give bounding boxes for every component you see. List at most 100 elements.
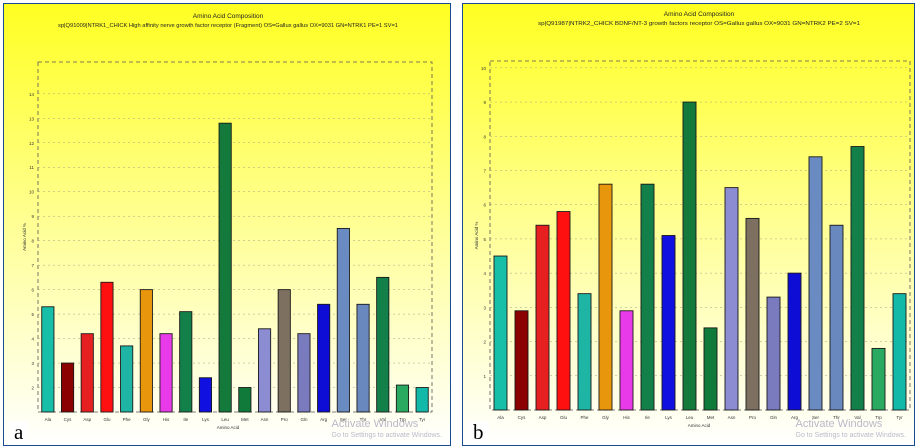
x-tick-label: Pro (749, 415, 757, 420)
bar-asn (257, 328, 272, 413)
watermark-subtitle: Go to Settings to activate Windows. (331, 432, 443, 439)
x-tick-label: Asn (728, 415, 736, 420)
x-tick-label: Tyr (419, 417, 426, 422)
x-axis-label: Amino Acid (217, 425, 240, 430)
bar-ile (640, 183, 655, 411)
x-tick-label: Asp (83, 417, 91, 422)
x-tick-label: Leu (686, 415, 694, 420)
y-tick-label: 2 (483, 340, 486, 345)
watermark-title: Activate Windows (795, 418, 883, 430)
activate-windows-watermark: Activate Windows Go to Settings to activ… (332, 418, 443, 442)
bar-tyr (892, 293, 907, 411)
bar-his (619, 310, 634, 411)
bar-trp (395, 384, 410, 413)
bar-gln (766, 296, 781, 411)
bar-glu (556, 211, 571, 411)
y-tick-label: 12 (29, 141, 35, 146)
x-tick-label: Met (707, 415, 715, 420)
chart-subtitle: sp|Q91987|NTRK2_CHICK BDNF/NT-3 growth f… (538, 21, 860, 27)
bar-ile (179, 311, 193, 413)
bar-gly (139, 289, 153, 413)
bar-met (703, 327, 718, 411)
y-tick-label: 3 (483, 305, 486, 310)
bar-ser (336, 227, 350, 413)
y-tick-label: 4 (31, 337, 34, 342)
bar-leu (218, 122, 232, 413)
y-tick-label: 5 (31, 312, 34, 317)
bar-his (159, 333, 173, 413)
x-tick-label: Phe (123, 417, 132, 422)
x-tick-label: Tyr (896, 415, 903, 420)
y-tick-label: 13 (29, 116, 35, 121)
y-tick-label: 6 (31, 288, 34, 293)
bar-pro (277, 289, 291, 413)
x-tick-label: Asp (539, 415, 547, 420)
y-tick-label: 10 (481, 66, 487, 71)
y-axis-label: Amino Acid % (22, 223, 27, 251)
y-tick-label: 1 (483, 374, 486, 379)
y-tick-label: 11 (29, 165, 34, 170)
x-tick-label: Glu (560, 415, 568, 420)
bar-met (238, 387, 252, 413)
x-tick-label: Ala (45, 417, 52, 422)
x-tick-label: Leu (221, 417, 229, 422)
y-tick-label: 10 (29, 190, 35, 195)
bar-chart-b: Amino Acid Composition sp|Q91987|NTRK2_CH… (474, 11, 911, 428)
chart-title: Amino Acid Composition (193, 13, 264, 20)
y-tick-label: 9 (483, 100, 486, 105)
plot-area-border (37, 61, 433, 413)
bar-leu (682, 101, 697, 411)
activate-windows-watermark: Activate Windows Go to Settings to activ… (796, 418, 907, 442)
x-tick-label: Trp (875, 415, 882, 420)
panel-label-b: b (468, 421, 489, 443)
x-tick-label: Ala (497, 415, 504, 420)
x-tick-label: Ile (645, 415, 650, 420)
bar-lys (661, 235, 676, 411)
chart-subtitle: sp|Q91009|NTRK1_CHICK High affinity nerv… (58, 23, 398, 29)
x-tick-label: Met (241, 417, 249, 422)
x-tick-label: Gln (770, 415, 778, 420)
bar-phe (120, 345, 134, 413)
bar-cys (514, 310, 529, 411)
x-tick-label: Val (380, 417, 386, 422)
bar-arg (787, 272, 802, 411)
bar-gln (297, 333, 311, 413)
x-tick-label: Phe (580, 415, 589, 420)
bar-thr (356, 303, 370, 413)
chart-panel-a: Amino Acid Composition sp|Q91009|NTRK1_CH… (3, 3, 451, 446)
bar-ala (493, 255, 508, 411)
x-tick-label: Asn (261, 417, 269, 422)
x-tick-label: Cys (64, 417, 72, 422)
x-tick-label: Lys (665, 415, 673, 420)
x-tick-label: Gln (300, 417, 308, 422)
bar-gly (598, 183, 613, 411)
plot-area-border (489, 60, 911, 411)
watermark-subtitle: Go to Settings to activate Windows. (795, 432, 907, 439)
x-axis-label: Amino Acid (688, 423, 711, 428)
x-tick-label: Arg (791, 415, 799, 420)
x-tick-label: Thr (833, 415, 840, 420)
bar-ser (808, 156, 823, 411)
y-tick-label: 9 (31, 214, 34, 219)
x-tick-label: Ile (183, 417, 188, 422)
bar-thr (829, 224, 844, 411)
y-tick-label: 3 (31, 361, 34, 366)
x-tick-label: Thr (360, 417, 367, 422)
x-tick-label: Lys (202, 417, 210, 422)
x-tick-label: Pro (281, 417, 289, 422)
x-tick-label: Glu (103, 417, 111, 422)
x-tick-label: Arg (320, 417, 328, 422)
x-tick-label: Ser (812, 415, 820, 420)
y-tick-label: 7 (31, 263, 34, 268)
bar-chart-a: Amino Acid Composition sp|Q91009|NTRK1_CH… (22, 13, 433, 430)
bar-cys (60, 362, 75, 413)
y-tick-label: 6 (483, 203, 486, 208)
y-tick-label: 8 (483, 134, 486, 139)
y-tick-label: 5 (483, 237, 486, 242)
x-tick-label: Ser (340, 417, 348, 422)
x-tick-label: Gly (602, 415, 610, 420)
y-tick-label: 2 (31, 386, 34, 391)
chart-title: Amino Acid Composition (664, 11, 735, 18)
bar-pro (745, 217, 760, 411)
x-tick-label: Trp (399, 417, 406, 422)
